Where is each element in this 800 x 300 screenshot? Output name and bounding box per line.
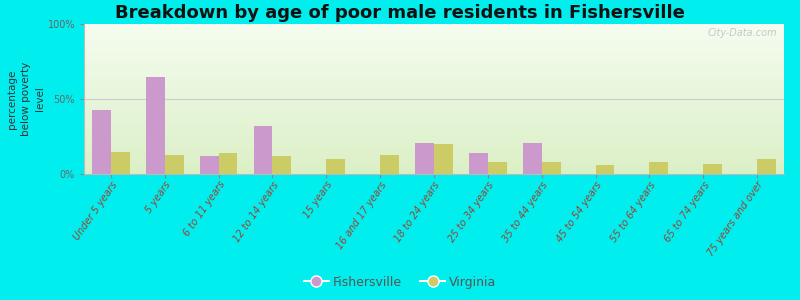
Text: Breakdown by age of poor male residents in Fishersville: Breakdown by age of poor male residents … xyxy=(115,4,685,22)
Bar xyxy=(595,165,614,174)
Text: City-Data.com: City-Data.com xyxy=(707,28,777,38)
Legend: Fishersville, Virginia: Fishersville, Virginia xyxy=(298,271,502,294)
Bar xyxy=(218,153,238,174)
Bar xyxy=(523,142,542,174)
Bar xyxy=(469,153,488,174)
Bar xyxy=(326,159,345,174)
Y-axis label: percentage
below poverty
level: percentage below poverty level xyxy=(6,62,45,136)
Bar xyxy=(380,154,399,174)
Bar xyxy=(434,144,453,174)
Bar xyxy=(488,162,506,174)
Bar xyxy=(200,156,218,174)
Bar xyxy=(703,164,722,174)
Bar xyxy=(165,154,184,174)
Bar xyxy=(111,152,130,174)
Bar xyxy=(146,76,165,174)
Bar xyxy=(254,126,273,174)
Bar xyxy=(415,142,434,174)
Bar xyxy=(650,162,668,174)
Bar xyxy=(92,110,111,174)
Bar xyxy=(542,162,561,174)
Bar xyxy=(757,159,776,174)
Bar xyxy=(273,156,291,174)
